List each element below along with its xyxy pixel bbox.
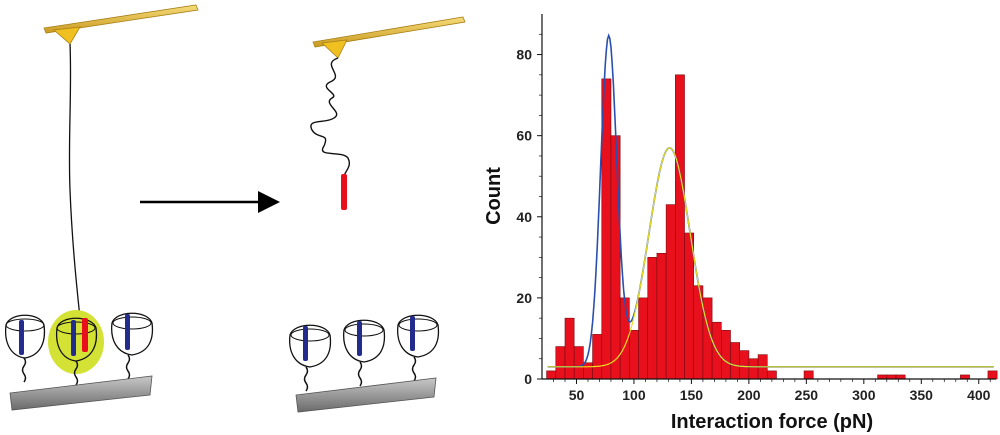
histogram-bar: [583, 362, 593, 380]
fit-curves: [547, 33, 994, 368]
substrate-1: [9, 375, 153, 411]
histogram-bar: [555, 346, 566, 380]
y-axis-ticks: 0 20 40 60 80: [516, 33, 542, 387]
histogram-bars: [546, 74, 998, 380]
transition-arrow: [140, 191, 280, 213]
cell-5: [343, 319, 386, 387]
fit-curve-component: [547, 147, 994, 368]
cell-6: [397, 314, 440, 382]
histogram-bar: [748, 358, 759, 380]
histogram-bar: [638, 297, 649, 380]
x-tick-label: 200: [737, 387, 761, 403]
x-tick-label: 150: [680, 387, 704, 403]
cell-4: [289, 324, 332, 392]
y-tick-label: 0: [524, 371, 532, 387]
histogram-bar: [803, 370, 814, 380]
substrate-2: [295, 377, 437, 413]
histogram-bar: [675, 74, 685, 380]
afm-unbound-illustration: [289, 16, 466, 413]
histogram-bar: [647, 257, 658, 380]
y-axis-title: Count: [483, 167, 505, 225]
y-tick-label: 40: [516, 209, 532, 225]
histogram-bar: [684, 232, 695, 380]
x-tick-label: 100: [622, 387, 646, 403]
x-tick-label: 300: [852, 387, 876, 403]
ligand-molecule: [341, 174, 347, 210]
histogram-bar: [592, 334, 603, 380]
histogram-bar: [730, 342, 740, 380]
afm-tip-2: [321, 39, 348, 59]
polymer-linker-1: [68, 43, 81, 319]
histogram-bar: [987, 370, 998, 380]
cell-2: [55, 317, 98, 386]
histogram-bar: [739, 350, 750, 380]
x-axis-title: Interaction force (pN): [671, 411, 873, 433]
histogram-bar: [564, 317, 575, 380]
histogram-bar: [610, 135, 621, 380]
cell-1: [4, 314, 46, 383]
histogram-bar: [766, 370, 777, 380]
x-tick-label: 400: [967, 387, 991, 403]
x-tick-label: 250: [795, 387, 819, 403]
histogram-bar: [546, 370, 557, 380]
cantilever-2: [312, 16, 466, 48]
histogram-bar: [895, 374, 906, 380]
histogram-bar: [721, 330, 731, 380]
x-tick-label: 350: [910, 387, 934, 403]
histogram-bar: [886, 374, 897, 380]
histogram-bar: [656, 252, 667, 380]
histogram-bar: [629, 330, 639, 380]
histogram-bar: [877, 374, 888, 380]
y-tick-label: 80: [516, 47, 532, 63]
histogram-bar: [665, 204, 676, 380]
afm-tip-1: [53, 26, 81, 45]
x-tick-label: 50: [569, 387, 585, 403]
polymer-linker-2: [310, 57, 351, 177]
afm-bound-illustration: [4, 4, 199, 411]
y-tick-label: 20: [516, 290, 532, 306]
histogram-chart: 50 100 150 200 250 300 350 400 0 20 40 60 80 Intera…: [483, 14, 998, 433]
cell-3: [111, 312, 154, 380]
x-axis-ticks: 50 100 150 200 250 300 350 400: [553, 379, 991, 403]
histogram-bar: [573, 346, 584, 380]
cantilever-1: [43, 4, 199, 34]
y-tick-label: 60: [516, 128, 532, 144]
histogram-bar: [960, 374, 970, 380]
